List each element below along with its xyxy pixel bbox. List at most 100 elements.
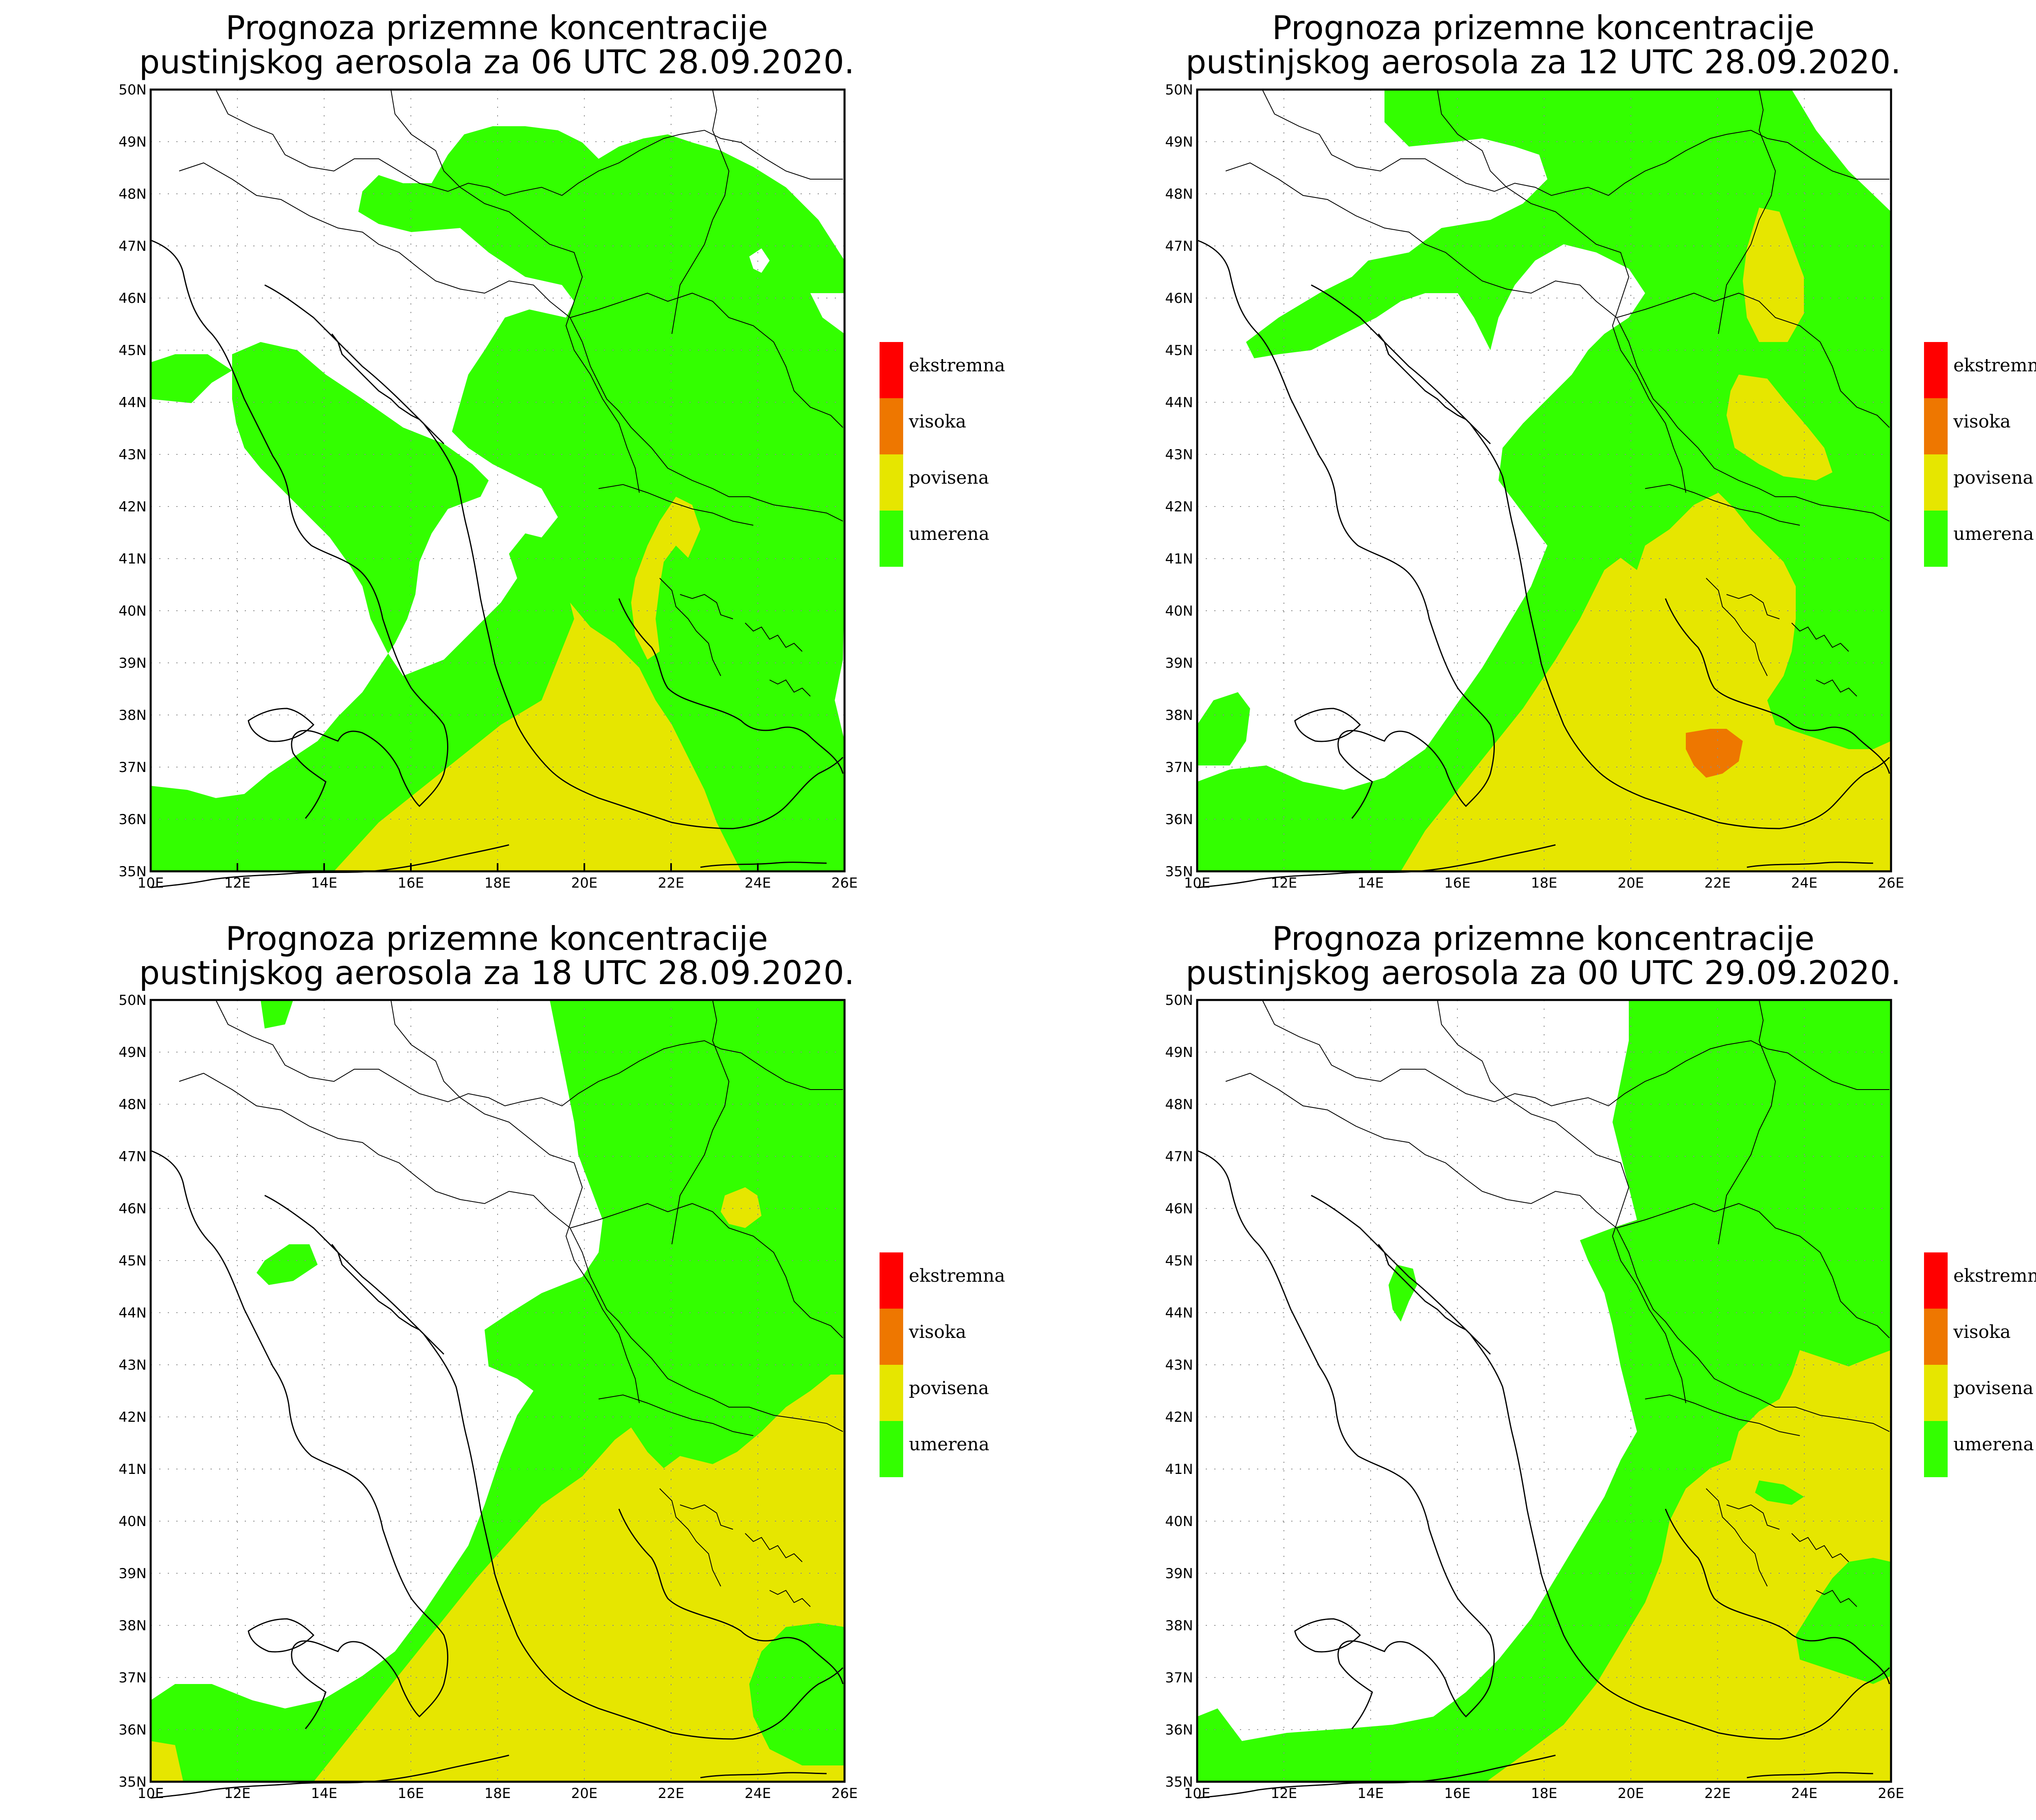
panel-4-lat-label: 36N — [1165, 1722, 1193, 1738]
panel-2-legend-label-umerena: umerena — [1953, 524, 2034, 544]
panel-1-lon-label: 14E — [311, 875, 338, 891]
panel-4-title-line1: Prognoza prizemne koncentracije — [1272, 920, 1814, 958]
panel-4-lat-label: 44N — [1165, 1305, 1193, 1321]
panel-3-lat-label: 42N — [118, 1409, 147, 1425]
panel-4-lon-label: 24E — [1791, 1785, 1818, 1802]
panel-2-lon-label: 14E — [1358, 875, 1384, 891]
panel-1-lat-label: 40N — [118, 603, 147, 619]
panel-3-lat-label: 47N — [118, 1149, 147, 1165]
panel-2-legend-swatch-visoka — [1924, 398, 1948, 454]
panel-2-legend-label-ekstremna: ekstremna — [1953, 355, 2036, 376]
panel-1-map: 10E 12E 14E 16E 18E 20E 22E 24E 26E 35N … — [118, 82, 858, 891]
panel-2-lon-label: 12E — [1271, 875, 1297, 891]
panel-4-lon-label: 14E — [1358, 1785, 1384, 1802]
panel-4-lon-label: 10E — [1184, 1785, 1211, 1802]
panel-1-legend-swatch-ekstremna — [880, 342, 903, 398]
panel-3-legend: ekstremna visoka povisena umerena — [880, 1252, 1005, 1477]
panel-3-lat-label: 40N — [118, 1513, 147, 1530]
panel-2-lat-label: 43N — [1165, 447, 1193, 463]
panel-1-legend-swatch-umerena — [880, 511, 903, 567]
panel-1-lon-labels: 10E 12E 14E 16E 18E 20E 22E 24E 26E — [138, 875, 858, 891]
panel-4-lat-label: 46N — [1165, 1201, 1193, 1217]
panel-1-lat-label: 46N — [118, 290, 147, 307]
panel-4-lat-label: 47N — [1165, 1149, 1193, 1165]
panel-2-lat-labels: 35N 36N 37N 38N 39N 40N 41N 42N 43N 44N … — [1165, 82, 1193, 880]
panel-1-lat-label: 48N — [118, 186, 147, 202]
panel-3-legend-swatch-visoka — [880, 1309, 903, 1365]
panel-1-umerena-hole — [749, 248, 770, 273]
panel-2-lat-label: 40N — [1165, 603, 1193, 619]
panel-4-legend-label-umerena: umerena — [1953, 1434, 2034, 1455]
panel-4-lat-label: 39N — [1165, 1566, 1193, 1582]
panel-3-lat-label: 39N — [118, 1566, 147, 1582]
panel-1-lat-label: 45N — [118, 342, 147, 359]
panel-3-lon-label: 14E — [311, 1785, 338, 1802]
panel-1-lon-label: 26E — [832, 875, 858, 891]
panel-4-lon-labels: 10E 12E 14E 16E 18E 20E 22E 24E 26E — [1184, 1785, 1904, 1802]
panel-4-legend-swatch-visoka — [1924, 1309, 1948, 1365]
panel-3-lat-label: 45N — [118, 1253, 147, 1269]
panel-2-lat-label: 41N — [1165, 551, 1193, 567]
panel-2-lat-label: 45N — [1165, 342, 1193, 359]
panel-3-lat-labels: 35N 36N 37N 38N 39N 40N 41N 42N 43N 44N … — [118, 992, 147, 1790]
panel-1-legend-label-visoka: visoka — [908, 411, 966, 432]
panel-4-lat-label: 45N — [1165, 1253, 1193, 1269]
panel-2: Prognoza prizemne koncentracije pustinjs… — [1165, 9, 2036, 891]
panel-4-lon-label: 12E — [1271, 1785, 1297, 1802]
panel-1-lon-label: 18E — [485, 875, 511, 891]
panel-3-legend-label-umerena: umerena — [909, 1434, 989, 1455]
panel-1-lon-label: 10E — [138, 875, 164, 891]
panel-2-lon-label: 18E — [1531, 875, 1558, 891]
panel-2-lat-label: 36N — [1165, 811, 1193, 828]
panel-2-legend-swatch-povisena — [1924, 454, 1948, 511]
panel-1-lat-label: 49N — [118, 134, 147, 150]
panel-2-title-line1: Prognoza prizemne koncentracije — [1272, 9, 1814, 47]
panel-3-lon-label: 12E — [224, 1785, 251, 1802]
panel-1-ticks — [150, 863, 845, 871]
panel-2-lat-label: 38N — [1165, 707, 1193, 724]
panel-4-lat-label: 43N — [1165, 1357, 1193, 1373]
panel-1-legend-label-ekstremna: ekstremna — [909, 355, 1005, 376]
panel-2-lon-label: 16E — [1444, 875, 1471, 891]
panel-4-legend-swatch-umerena — [1924, 1421, 1948, 1477]
panel-4-lat-label: 49N — [1165, 1044, 1193, 1061]
panel-2-povisena-area — [1401, 208, 1891, 871]
panel-3-lon-label: 26E — [832, 1785, 858, 1802]
panel-4-lat-labels: 35N 36N 37N 38N 39N 40N 41N 42N 43N 44N … — [1165, 992, 1193, 1790]
panel-3-title-line1: Prognoza prizemne koncentracije — [226, 920, 768, 958]
panel-1-legend-swatch-visoka — [880, 398, 903, 454]
panel-1-legend-label-povisena: povisena — [909, 467, 989, 488]
panel-1-lat-label: 41N — [118, 551, 147, 567]
panel-3-lon-label: 18E — [485, 1785, 511, 1802]
panel-3-lon-label: 10E — [138, 1785, 164, 1802]
panel-1-lat-label: 44N — [118, 395, 147, 411]
panel-2-lat-label: 39N — [1165, 655, 1193, 671]
panel-3-lat-label: 41N — [118, 1461, 147, 1478]
panel-1-title-line2: pustinjskog aerosola za 06 UTC 28.09.202… — [139, 43, 855, 81]
panel-4-lat-label: 48N — [1165, 1096, 1193, 1113]
panel-4-lat-label: 38N — [1165, 1618, 1193, 1634]
panel-2-legend-label-visoka: visoka — [1953, 411, 2011, 432]
panel-2-lat-label: 35N — [1165, 864, 1193, 880]
panel-1-lon-label: 22E — [658, 875, 685, 891]
panel-2-legend-swatch-umerena — [1924, 511, 1948, 567]
panel-4-map: 10E 12E 14E 16E 18E 20E 22E 24E 26E 35N … — [1165, 992, 1904, 1802]
panel-2-map: 10E 12E 14E 16E 18E 20E 22E 24E 26E 35N … — [1165, 82, 1904, 891]
panel-3-lon-labels: 10E 12E 14E 16E 18E 20E 22E 24E 26E — [138, 1785, 858, 1802]
panel-2-lon-label: 22E — [1705, 875, 1731, 891]
panel-1-lat-label: 43N — [118, 447, 147, 463]
panel-1-legend-swatch-povisena — [880, 454, 903, 511]
panel-3-lat-label: 37N — [118, 1670, 147, 1686]
panel-3-legend-swatch-ekstremna — [880, 1252, 903, 1309]
panel-4-frame — [1196, 999, 1892, 1783]
panel-3-lat-label: 49N — [118, 1044, 147, 1061]
panel-2-visoka-area — [1686, 729, 1743, 778]
panel-4: Prognoza prizemne koncentracije pustinjs… — [1165, 920, 2036, 1802]
panel-1-lat-label: 47N — [118, 238, 147, 254]
panel-1-lon-label: 16E — [398, 875, 424, 891]
panel-4-lon-label: 20E — [1618, 1785, 1644, 1802]
panel-2-legend: ekstremna visoka povisena umerena — [1924, 342, 2036, 567]
panel-4-lat-label: 40N — [1165, 1513, 1193, 1530]
panel-3-lat-label: 48N — [118, 1096, 147, 1113]
